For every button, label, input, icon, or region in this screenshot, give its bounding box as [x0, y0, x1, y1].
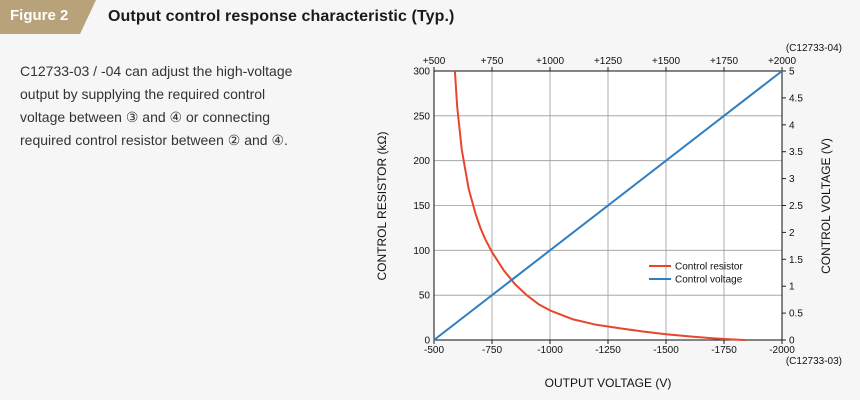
figure-tag: Figure 2: [0, 0, 96, 34]
y-right-tick-label: 2: [789, 228, 795, 239]
legend-label: Control resistor: [675, 262, 743, 273]
y-left-tick-label: 200: [413, 156, 430, 167]
x-bottom-tick-label: -2000: [769, 345, 795, 356]
legend-label: Control voltage: [675, 275, 743, 286]
y-right-tick-label: 0: [789, 336, 795, 347]
y-left-tick-label: 50: [419, 291, 431, 302]
x-bottom-tick-label: -750: [482, 345, 502, 356]
x-bottom-tick-label: -1000: [537, 345, 563, 356]
x-axis-title: OUTPUT VOLTAGE (V): [545, 376, 672, 390]
x-top-tick-label: +750: [481, 56, 504, 67]
y-right-tick-label: 3.5: [789, 147, 803, 158]
y-left-axis-title: CONTROL RESISTOR (kΩ): [375, 132, 389, 281]
y-left-tick-label: 250: [413, 111, 430, 122]
y-right-tick-label: 0.5: [789, 309, 803, 320]
y-right-tick-label: 2.5: [789, 201, 803, 212]
y-left-tick-label: 150: [413, 201, 430, 212]
figure-title: Output control response characteristic (…: [108, 8, 455, 25]
y-right-tick-label: 1.5: [789, 255, 803, 266]
description-line: required control resistor between ② and …: [20, 132, 288, 148]
description: C12733-03 / -04 can adjust the high-volt…: [20, 60, 350, 152]
y-left-tick-label: 300: [413, 67, 430, 78]
x-bottom-tick-label: -1500: [653, 345, 679, 356]
x-top-tick-label: +1000: [536, 56, 565, 67]
figure-tag-label: Figure 2: [10, 7, 69, 24]
x-top-model-label: (C12733-04): [786, 43, 842, 54]
y-right-tick-label: 3: [789, 174, 795, 185]
x-bottom-model-label: (C12733-03): [786, 356, 842, 367]
x-top-tick-label: +2000: [768, 56, 797, 67]
y-right-axis-title: CONTROL VOLTAGE (V): [819, 138, 833, 274]
x-top-tick-label: +1500: [652, 56, 681, 67]
y-right-tick-label: 4.5: [789, 93, 803, 104]
x-bottom-tick-label: -500: [424, 345, 444, 356]
x-bottom-tick-label: -1750: [711, 345, 737, 356]
y-right-tick-label: 1: [789, 282, 795, 293]
y-right-tick-label: 5: [789, 67, 795, 78]
x-top-tick-label: +500: [423, 56, 446, 67]
description-line: voltage between ③ and ④ or connecting: [20, 109, 271, 125]
x-top-tick-label: +1250: [594, 56, 623, 67]
description-line: C12733-03 / -04 can adjust the high-volt…: [20, 63, 293, 79]
x-top-tick-label: +1750: [710, 56, 739, 67]
x-bottom-tick-label: -1250: [595, 345, 621, 356]
y-left-tick-label: 0: [424, 336, 430, 347]
y-left-tick-label: 100: [413, 246, 430, 257]
figure-tag-background: [0, 0, 96, 34]
series-line-control-voltage: [433, 70, 783, 341]
series-line-control-resistor: [453, 70, 745, 341]
y-right-tick-label: 4: [789, 120, 795, 131]
description-line: output by supplying the required control: [20, 86, 266, 102]
